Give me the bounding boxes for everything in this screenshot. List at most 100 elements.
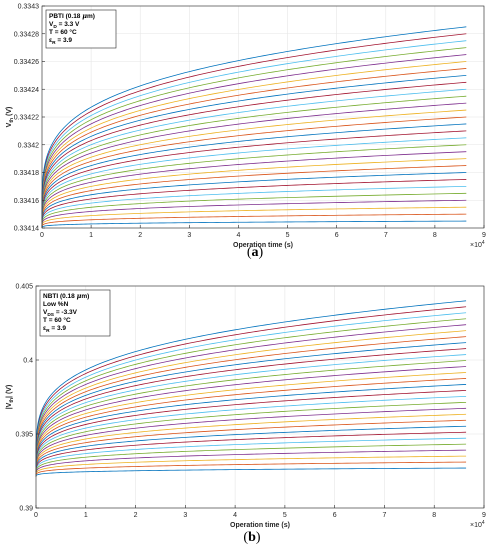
- x-tick-label: 2: [134, 512, 138, 519]
- series-line-10: [41, 158, 467, 226]
- series-line-20: [41, 88, 467, 223]
- series-line-9: [35, 419, 467, 474]
- series-line-26: [41, 47, 467, 221]
- panel-caption: (a): [247, 245, 264, 260]
- x-tick-label: 6: [335, 232, 339, 239]
- series-line-29: [41, 26, 467, 220]
- x-tick-label: 0: [34, 512, 38, 519]
- series-line-27: [41, 40, 467, 221]
- series-line-8: [41, 172, 467, 226]
- y-axis-label: Vth (V): [6, 107, 15, 128]
- series-line-19: [41, 95, 467, 223]
- info-line: VD = 3.3 V: [49, 21, 80, 30]
- series-line-2: [41, 213, 467, 228]
- x-tick-label: 9: [482, 232, 486, 239]
- series-line-24: [35, 330, 467, 469]
- series-line-21: [41, 81, 467, 223]
- series-line-23: [41, 68, 467, 222]
- info-box: [45, 9, 117, 49]
- x-tick-label: 5: [283, 512, 287, 519]
- series-line-2: [35, 461, 467, 477]
- x-tick-label: 2: [138, 232, 142, 239]
- info-line: Low %N: [43, 301, 69, 308]
- x-axis-label: Operation time (s): [233, 242, 293, 249]
- series-line-4: [35, 449, 467, 476]
- series-line-7: [35, 431, 467, 475]
- series-line-13: [35, 395, 467, 473]
- series-line-14: [41, 130, 467, 225]
- y-tick-label: 0.395: [15, 432, 33, 439]
- series-line-29: [35, 300, 467, 467]
- y-tick-label: 0.33424: [14, 87, 39, 94]
- x-tick-label: 0: [40, 232, 44, 239]
- x-tick-label: 3: [183, 512, 187, 519]
- y-axis-label: |Vth| (V): [6, 385, 15, 410]
- x-tick-label: 4: [236, 232, 240, 239]
- series-line-19: [35, 360, 467, 471]
- series-line-14: [35, 389, 467, 473]
- series-line-5: [35, 443, 467, 476]
- x-axis-label: Operation time (s): [230, 522, 290, 529]
- series-line-22: [41, 74, 467, 222]
- series-line-22: [35, 342, 467, 470]
- y-tick-label: 0.33414: [14, 226, 39, 233]
- series-line-16: [41, 116, 467, 224]
- series-line-6: [35, 437, 467, 476]
- info-line: T = 60 °C: [49, 28, 77, 36]
- y-tick-label: 0.3343: [18, 4, 40, 11]
- series-line-15: [41, 123, 467, 224]
- y-tick-label: 0.4: [23, 358, 33, 365]
- series-line-28: [35, 306, 467, 467]
- x-tick-label: 8: [433, 232, 437, 239]
- series-line-11: [41, 151, 467, 226]
- info-line: PBTI (0.18 μm): [49, 12, 95, 20]
- series-line-3: [35, 455, 467, 477]
- series-line-1: [41, 220, 467, 229]
- y-tick-label: 0.3342: [18, 142, 40, 149]
- series-line-10: [35, 413, 467, 474]
- info-line: T = 60 °C: [43, 316, 71, 324]
- series-line-13: [41, 137, 467, 225]
- x-tick-label: 7: [384, 232, 388, 239]
- series-line-27: [35, 312, 467, 468]
- series-line-25: [41, 54, 467, 221]
- series-line-12: [35, 401, 467, 473]
- series-line-11: [35, 407, 467, 474]
- series-line-8: [35, 425, 467, 475]
- series-line-9: [41, 165, 467, 226]
- series-line-18: [41, 102, 467, 223]
- series-line-3: [41, 206, 467, 228]
- x-tick-label: 3: [187, 232, 191, 239]
- y-tick-label: 0.33428: [14, 31, 39, 38]
- chart-panel-b: 0 1 2 3 4 5 6 7 8 9 0.39 0.395 0.4 0.405 ×104 Operation…: [6, 284, 486, 546]
- y-tick-label: 0.33422: [14, 115, 39, 122]
- y-tick-label: 0.33416: [14, 198, 39, 205]
- series-line-21: [35, 348, 467, 470]
- x-tick-label: 8: [432, 512, 436, 519]
- series-line-18: [35, 366, 467, 471]
- x-tick-label: 1: [89, 232, 93, 239]
- x-tick-label: 6: [333, 512, 337, 519]
- series-line-5: [41, 192, 467, 227]
- x-exponent-label: ×104: [470, 520, 485, 529]
- y-tick-label: 0.39: [19, 506, 33, 513]
- series-line-26: [35, 318, 467, 468]
- series-line-15: [35, 384, 467, 472]
- x-tick-label: 5: [286, 232, 290, 239]
- series-line-6: [41, 185, 467, 227]
- series-line-12: [41, 144, 467, 225]
- info-box: [39, 289, 111, 337]
- series-line-4: [41, 199, 467, 228]
- y-tick-label: 0.33426: [14, 59, 39, 66]
- info-line: εR = 3.9: [43, 325, 66, 334]
- panel-caption: (b): [243, 530, 260, 545]
- series-line-24: [41, 61, 467, 222]
- x-tick-label: 7: [382, 512, 386, 519]
- series-line-17: [35, 372, 467, 472]
- series-line-25: [35, 324, 467, 469]
- y-tick-label: 0.33418: [14, 170, 39, 177]
- series-line-28: [41, 33, 467, 220]
- series-line-16: [35, 378, 467, 472]
- series-line-17: [41, 109, 467, 224]
